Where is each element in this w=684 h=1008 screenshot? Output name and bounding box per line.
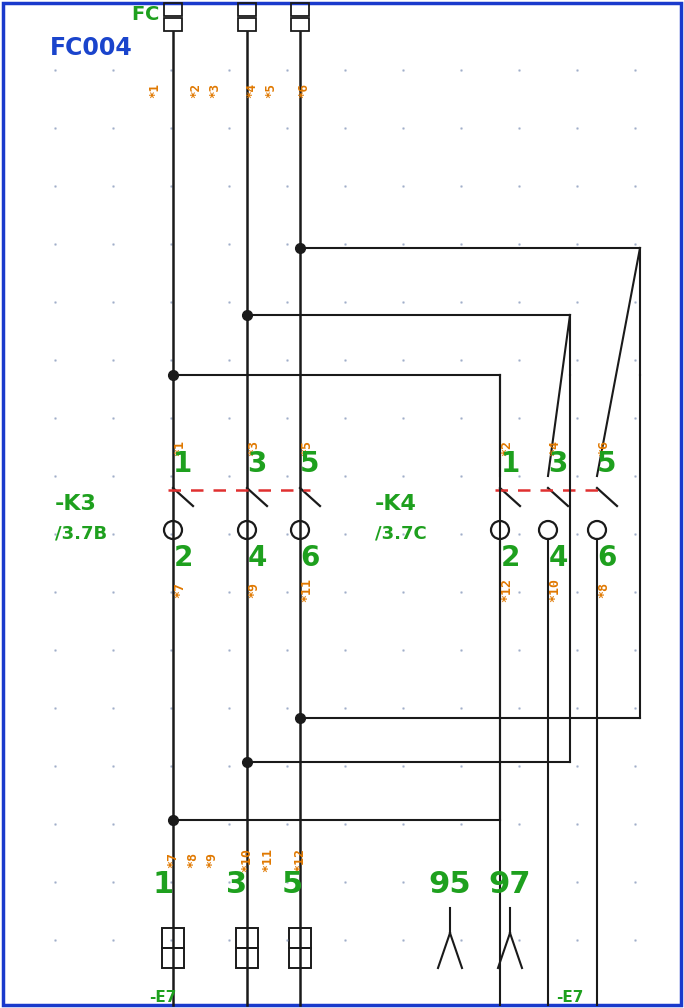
Text: 1: 1: [153, 870, 174, 899]
Bar: [162, 928, 184, 948]
Bar: [236, 928, 258, 948]
Text: *12: *12: [501, 578, 514, 602]
Text: -K3: -K3: [55, 494, 97, 514]
Text: *1: *1: [174, 440, 187, 456]
Text: 97: 97: [489, 870, 531, 899]
Bar: [291, 3, 309, 16]
Text: 6: 6: [300, 544, 319, 572]
Bar: [164, 3, 182, 16]
Bar: [236, 948, 258, 968]
Text: 5: 5: [597, 450, 617, 478]
Text: *2: *2: [189, 83, 202, 98]
Text: F: F: [131, 5, 144, 24]
Text: *8: *8: [187, 852, 200, 868]
Text: *9: *9: [248, 582, 261, 598]
Text: *11: *11: [261, 848, 274, 872]
Text: *11: *11: [300, 578, 313, 602]
Text: -K4: -K4: [375, 494, 417, 514]
Text: 2: 2: [173, 544, 193, 572]
Text: *5: *5: [265, 83, 278, 98]
Text: *5: *5: [300, 440, 313, 456]
Text: C: C: [145, 5, 159, 24]
Text: 4: 4: [549, 544, 568, 572]
Text: *4: *4: [246, 83, 259, 98]
Text: 2: 2: [500, 544, 520, 572]
Text: *7: *7: [174, 582, 187, 598]
Text: *7: *7: [166, 852, 179, 868]
Text: 3: 3: [226, 870, 248, 899]
Text: 3: 3: [549, 450, 568, 478]
Text: *9: *9: [205, 852, 218, 868]
Bar: [238, 3, 256, 16]
Text: -E7: -E7: [149, 990, 176, 1005]
Bar: [289, 948, 311, 968]
Text: *6: *6: [298, 83, 311, 98]
Bar: [238, 18, 256, 31]
Text: *2: *2: [501, 440, 514, 456]
Text: 5: 5: [300, 450, 319, 478]
Text: 6: 6: [597, 544, 617, 572]
Text: /3.7B: /3.7B: [55, 524, 107, 542]
Text: FC004: FC004: [50, 36, 133, 60]
Text: 1: 1: [173, 450, 193, 478]
Text: 4: 4: [248, 544, 267, 572]
Bar: [162, 948, 184, 968]
Text: *4: *4: [549, 440, 562, 456]
Text: 95: 95: [429, 870, 471, 899]
Bar: [291, 18, 309, 31]
Text: 1: 1: [501, 450, 520, 478]
Text: *6: *6: [598, 440, 611, 456]
Text: 3: 3: [248, 450, 267, 478]
Text: -E7: -E7: [556, 990, 583, 1005]
Text: *12: *12: [293, 848, 306, 872]
Text: *1: *1: [148, 83, 161, 98]
Text: /3.7C: /3.7C: [375, 524, 427, 542]
Text: *8: *8: [598, 582, 611, 598]
Text: *10: *10: [241, 848, 254, 872]
Bar: [164, 18, 182, 31]
Text: *3: *3: [248, 440, 261, 456]
Bar: [289, 928, 311, 948]
Text: 5: 5: [281, 870, 302, 899]
Text: *10: *10: [549, 578, 562, 602]
Text: *3: *3: [209, 83, 222, 98]
